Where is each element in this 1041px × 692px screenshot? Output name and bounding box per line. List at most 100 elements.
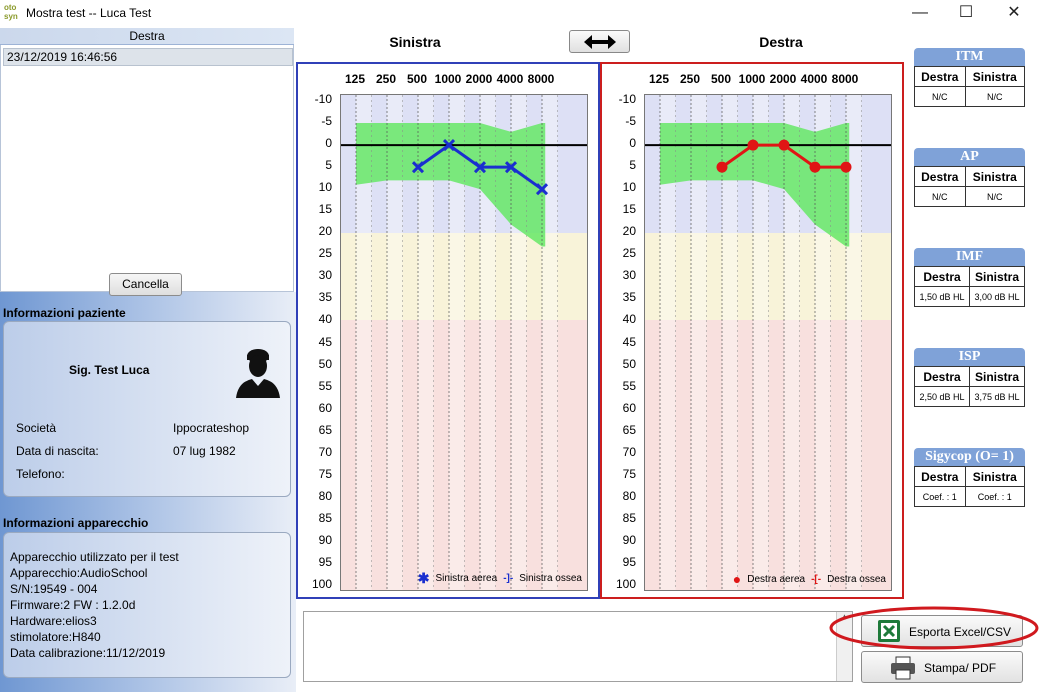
data-point-cross (442, 139, 456, 152)
db-tick-label: 50 (318, 356, 332, 371)
db-tick-label: 80 (318, 488, 332, 503)
device-line: stimolatore:H840 (10, 630, 101, 644)
db-tick-label: 95 (622, 554, 636, 569)
value-destra: N/C (914, 86, 966, 107)
col-destra: Destra (914, 66, 966, 87)
value-sinistra: N/C (964, 186, 1026, 207)
window-title: Mostra test -- Luca Test (26, 6, 152, 20)
notes-textarea[interactable] (303, 611, 853, 682)
maximize-button[interactable]: ☐ (958, 4, 974, 21)
db-tick-label: 100 (311, 577, 332, 591)
col-sinistra: Sinistra (969, 366, 1025, 387)
data-point-cross (473, 161, 487, 174)
db-tick-label: 55 (622, 378, 636, 393)
print-label: Stampa/ PDF (924, 661, 997, 675)
legend-bone: Destra ossea (827, 573, 886, 585)
birthdate-value: 07 lug 1982 (173, 444, 236, 458)
db-tick-label: -5 (625, 114, 636, 129)
value-destra: Coef. : 1 (914, 486, 966, 507)
col-sinistra: Sinistra (964, 66, 1026, 87)
col-sinistra: Sinistra (969, 266, 1025, 287)
device-line: S/N:19549 - 004 (10, 582, 98, 596)
device-info-box: Apparecchio utilizzato per il test Appar… (3, 532, 291, 678)
db-tick-label: 85 (622, 510, 636, 525)
db-tick-label: 70 (318, 444, 332, 459)
db-tick-label: 40 (318, 312, 332, 327)
data-point-cross (411, 161, 425, 174)
test-list[interactable]: 23/12/2019 16:46:56 (0, 45, 294, 292)
stripe (356, 95, 372, 590)
excel-icon (878, 620, 900, 642)
db-tick-label: 0 (629, 136, 636, 151)
patient-name: Sig. Test Luca (69, 363, 150, 377)
patient-info-box: Sig. Test Luca Società Ippocrateshop Dat… (3, 321, 291, 497)
panel-table: Destra Sinistra N/C N/C (914, 166, 1026, 207)
col-sinistra: Sinistra (964, 166, 1026, 187)
db-tick-label: 65 (318, 422, 332, 437)
stripe (691, 95, 707, 590)
export-excel-button[interactable]: Esporta Excel/CSV (861, 615, 1023, 647)
db-tick-label: 50 (622, 356, 636, 371)
left-plot-area (340, 94, 588, 591)
db-tick-label: 25 (318, 246, 332, 261)
patient-avatar-icon (236, 349, 280, 398)
right-chart-svg (645, 95, 891, 590)
col-destra: Destra (914, 466, 966, 487)
phone-label: Telefono: (16, 467, 65, 481)
summary-panel-imf: IMF Destra Sinistra 1,50 dB HL 3,00 dB HL (914, 248, 1025, 307)
summary-panel-ap: AP Destra Sinistra N/C N/C (914, 148, 1026, 207)
right-legend: ● Destra aerea -[- Destra ossea (733, 571, 886, 587)
col-destra: Destra (914, 366, 970, 387)
cancel-button[interactable]: Cancella (109, 273, 182, 296)
data-point-cross (504, 161, 518, 174)
db-tick-label: 10 (318, 180, 332, 195)
normal-hearing-band (356, 123, 546, 247)
device-line: Apparecchio:AudioSchool (10, 566, 148, 580)
freq-tick-label: 500 (406, 72, 428, 86)
stripe (542, 95, 558, 590)
panel-title: AP (914, 148, 1025, 166)
db-tick-label: 30 (318, 268, 332, 283)
freq-tick-label: 1000 (434, 72, 462, 86)
db-tick-label: 80 (622, 488, 636, 503)
stripe (784, 95, 800, 590)
device-line: Data calibrazione:11/12/2019 (10, 646, 166, 660)
db-tick-label: 45 (318, 334, 332, 349)
db-tick-label: 90 (318, 532, 332, 547)
db-tick-label: 40 (622, 312, 636, 327)
swap-ears-button[interactable] (569, 30, 630, 53)
print-pdf-button[interactable]: Stampa/ PDF (861, 651, 1023, 683)
db-tick-label: 20 (622, 224, 636, 239)
value-destra: 2,50 dB HL (914, 386, 970, 407)
stripe (846, 95, 862, 590)
db-tick-label: 5 (325, 158, 332, 173)
close-button[interactable]: ✕ (1007, 4, 1021, 21)
panel-table: Destra Sinistra N/C N/C (914, 66, 1026, 107)
db-tick-label: 55 (318, 378, 332, 393)
test-list-item[interactable]: 23/12/2019 16:46:56 (3, 48, 293, 66)
freq-tick-label: 4000 (800, 72, 828, 86)
summary-panel-itm: ITM Destra Sinistra N/C N/C (914, 48, 1026, 107)
db-tick-label: 60 (318, 400, 332, 415)
db-tick-label: 15 (622, 202, 636, 217)
panel-title: IMF (914, 248, 1025, 266)
left-legend: ✱ Sinistra aerea -]- Sinistra ossea (418, 570, 582, 587)
company-label: Società (16, 421, 57, 435)
freq-tick-label: 125 (648, 72, 670, 86)
right-plot-area (644, 94, 892, 591)
minimize-button[interactable]: — (912, 4, 928, 21)
device-section-title: Informazioni apparecchio (3, 516, 149, 530)
value-destra: 1,50 dB HL (914, 286, 970, 307)
test-list-header: Destra (0, 28, 294, 45)
value-sinistra: 3,75 dB HL (969, 386, 1025, 407)
freq-tick-label: 1000 (738, 72, 766, 86)
stripe (753, 95, 769, 590)
air-marker-icon: ● (732, 571, 742, 587)
stripe (480, 95, 496, 590)
db-tick-label: -5 (321, 114, 332, 129)
db-tick-label: 100 (615, 577, 636, 591)
value-sinistra: N/C (964, 86, 1026, 107)
freq-tick-label: 2000 (465, 72, 493, 86)
value-sinistra: 3,00 dB HL (969, 286, 1025, 307)
stripe (418, 95, 434, 590)
